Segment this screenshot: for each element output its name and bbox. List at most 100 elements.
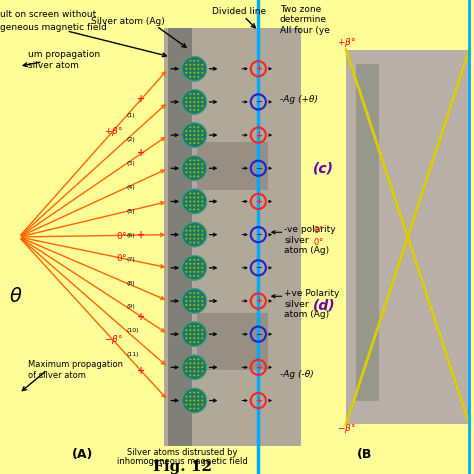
Circle shape — [190, 105, 191, 107]
Circle shape — [201, 197, 203, 199]
Text: −: − — [255, 164, 262, 173]
Circle shape — [185, 263, 187, 264]
Circle shape — [193, 238, 195, 239]
Text: (d): (d) — [313, 299, 336, 313]
Text: -ve polarity: -ve polarity — [284, 225, 336, 234]
FancyBboxPatch shape — [197, 313, 268, 370]
Circle shape — [190, 300, 191, 302]
Text: atom (Ag): atom (Ag) — [284, 246, 329, 255]
Circle shape — [185, 97, 187, 99]
Text: silver: silver — [284, 300, 309, 309]
Circle shape — [201, 64, 203, 66]
Circle shape — [197, 134, 199, 136]
Circle shape — [185, 101, 187, 103]
Circle shape — [182, 189, 207, 214]
Circle shape — [190, 60, 191, 62]
Circle shape — [201, 296, 203, 298]
Circle shape — [190, 333, 191, 335]
Circle shape — [182, 355, 207, 380]
Circle shape — [197, 72, 199, 73]
Circle shape — [197, 396, 199, 397]
Circle shape — [197, 60, 199, 62]
Circle shape — [197, 263, 199, 264]
Circle shape — [197, 333, 199, 335]
Text: $0°$: $0°$ — [313, 224, 324, 236]
Circle shape — [185, 267, 187, 269]
Circle shape — [193, 263, 195, 264]
Circle shape — [185, 366, 187, 368]
Text: (4): (4) — [127, 185, 135, 190]
FancyBboxPatch shape — [164, 28, 301, 446]
Circle shape — [185, 304, 187, 306]
Circle shape — [190, 396, 191, 397]
Circle shape — [197, 197, 199, 199]
Circle shape — [190, 308, 191, 310]
Circle shape — [190, 226, 191, 228]
Circle shape — [190, 126, 191, 128]
Circle shape — [185, 234, 187, 236]
Circle shape — [185, 337, 187, 339]
Circle shape — [197, 126, 199, 128]
Circle shape — [193, 370, 195, 372]
Circle shape — [185, 72, 187, 73]
Text: +ve Polarity: +ve Polarity — [284, 289, 340, 298]
Circle shape — [197, 171, 199, 173]
Circle shape — [197, 304, 199, 306]
Text: silver: silver — [284, 236, 309, 245]
Circle shape — [185, 296, 187, 298]
Circle shape — [197, 64, 199, 66]
Circle shape — [190, 366, 191, 368]
Circle shape — [190, 403, 191, 405]
Text: (5): (5) — [127, 209, 135, 214]
Circle shape — [197, 363, 199, 364]
Circle shape — [190, 363, 191, 364]
Text: Fig. 12: Fig. 12 — [153, 460, 212, 474]
Circle shape — [201, 329, 203, 331]
Circle shape — [193, 64, 195, 66]
Circle shape — [201, 130, 203, 132]
Circle shape — [190, 159, 191, 161]
Circle shape — [201, 300, 203, 302]
Circle shape — [197, 226, 199, 228]
Circle shape — [190, 205, 191, 206]
Text: $-\beta°$: $-\beta°$ — [104, 333, 123, 346]
Circle shape — [193, 396, 195, 397]
Circle shape — [190, 341, 191, 343]
Text: (9): (9) — [127, 304, 135, 310]
Circle shape — [193, 209, 195, 210]
Text: (11): (11) — [127, 352, 139, 357]
Text: All four (ye: All four (ye — [280, 26, 329, 35]
Circle shape — [193, 105, 195, 107]
Circle shape — [190, 259, 191, 261]
Circle shape — [190, 76, 191, 78]
Text: +: + — [137, 230, 146, 240]
Circle shape — [182, 56, 207, 81]
Circle shape — [190, 337, 191, 339]
Circle shape — [197, 329, 199, 331]
Text: silver atom: silver atom — [28, 61, 79, 70]
Text: −: − — [255, 330, 262, 338]
Circle shape — [193, 259, 195, 261]
Text: Maximum propagation: Maximum propagation — [28, 360, 123, 369]
Text: (8): (8) — [127, 281, 135, 285]
Circle shape — [193, 292, 195, 294]
Circle shape — [193, 97, 195, 99]
Text: $0°$: $0°$ — [116, 252, 128, 263]
Circle shape — [185, 201, 187, 202]
Circle shape — [193, 101, 195, 103]
Circle shape — [201, 304, 203, 306]
Circle shape — [182, 255, 207, 280]
Text: +: + — [255, 197, 262, 206]
Circle shape — [190, 197, 191, 199]
Circle shape — [197, 403, 199, 405]
Text: $+\beta°$: $+\beta°$ — [337, 36, 356, 49]
Circle shape — [201, 205, 203, 206]
Circle shape — [190, 242, 191, 244]
Text: Silver atoms distrusted by: Silver atoms distrusted by — [127, 448, 238, 457]
Circle shape — [197, 142, 199, 144]
Text: (1): (1) — [127, 113, 135, 118]
Circle shape — [201, 400, 203, 401]
Circle shape — [190, 175, 191, 177]
Text: inhomogeneous magnetic field: inhomogeneous magnetic field — [117, 457, 248, 466]
Circle shape — [201, 101, 203, 103]
